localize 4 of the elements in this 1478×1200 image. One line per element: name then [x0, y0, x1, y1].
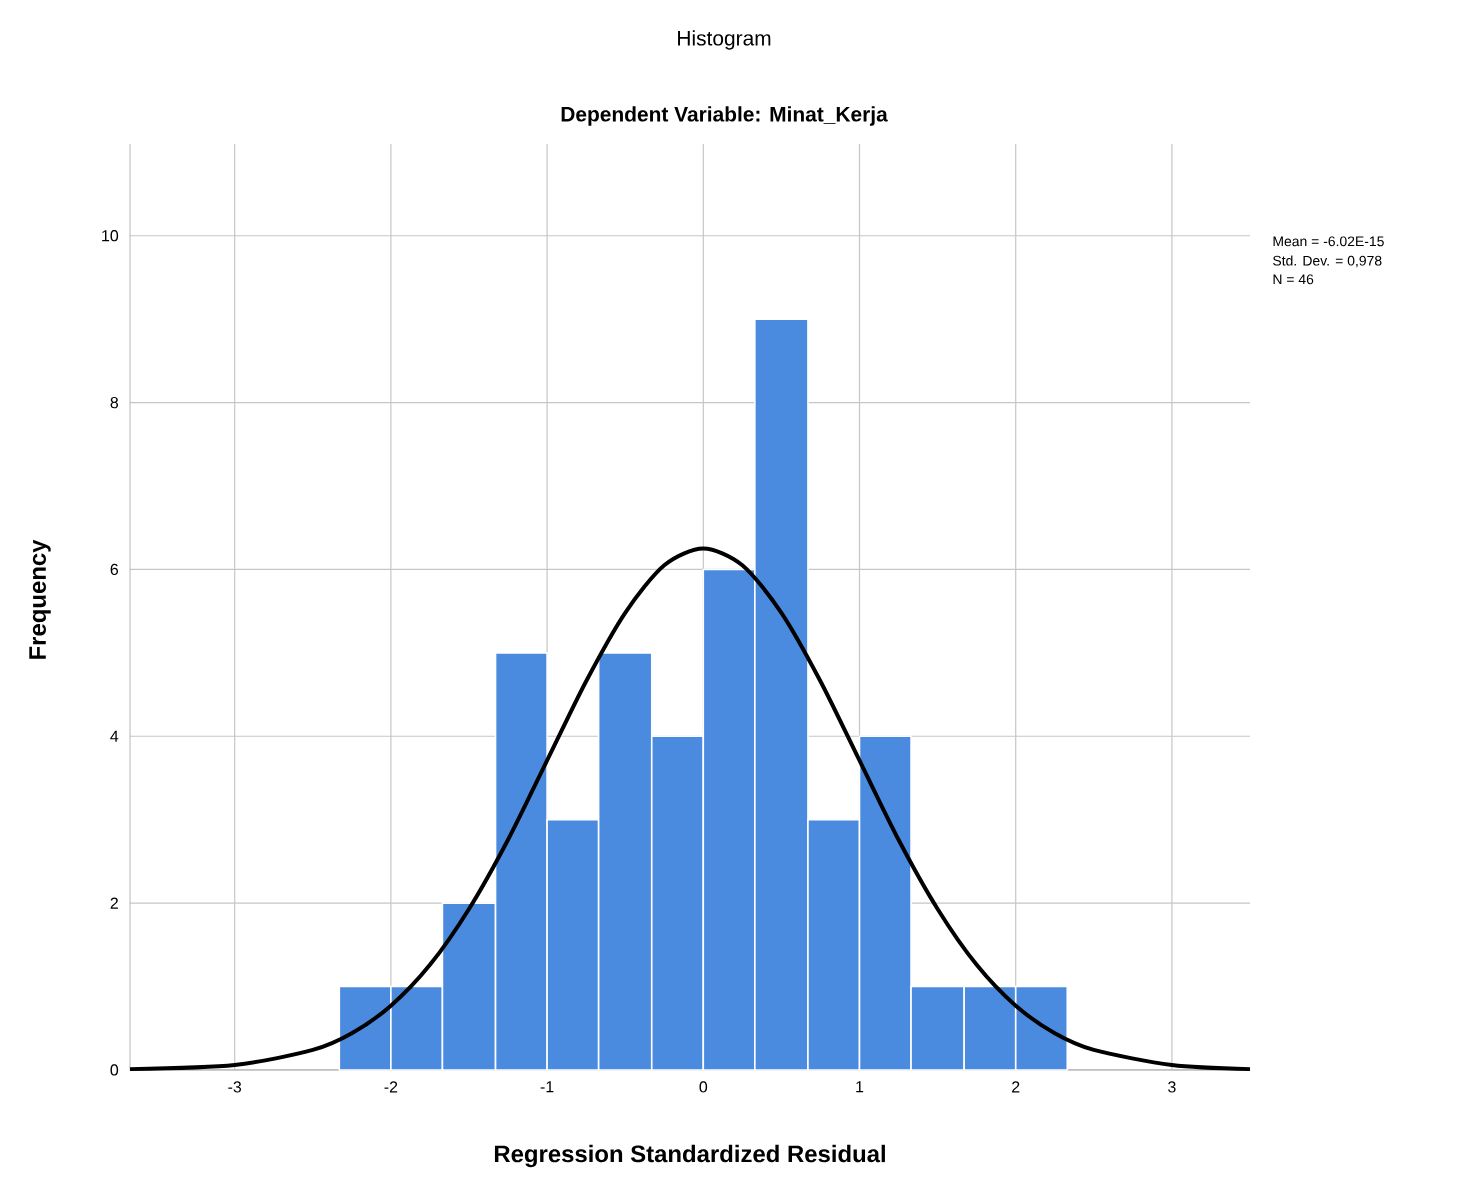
- y-axis-title: Frequency: [29, 539, 51, 659]
- x-axis-title: Regression Standardized Residual: [494, 1144, 885, 1168]
- chart-title: Histogram: [678, 30, 771, 50]
- chart-subtitle: Dependent Variable: Minat_Kerja: [561, 106, 888, 126]
